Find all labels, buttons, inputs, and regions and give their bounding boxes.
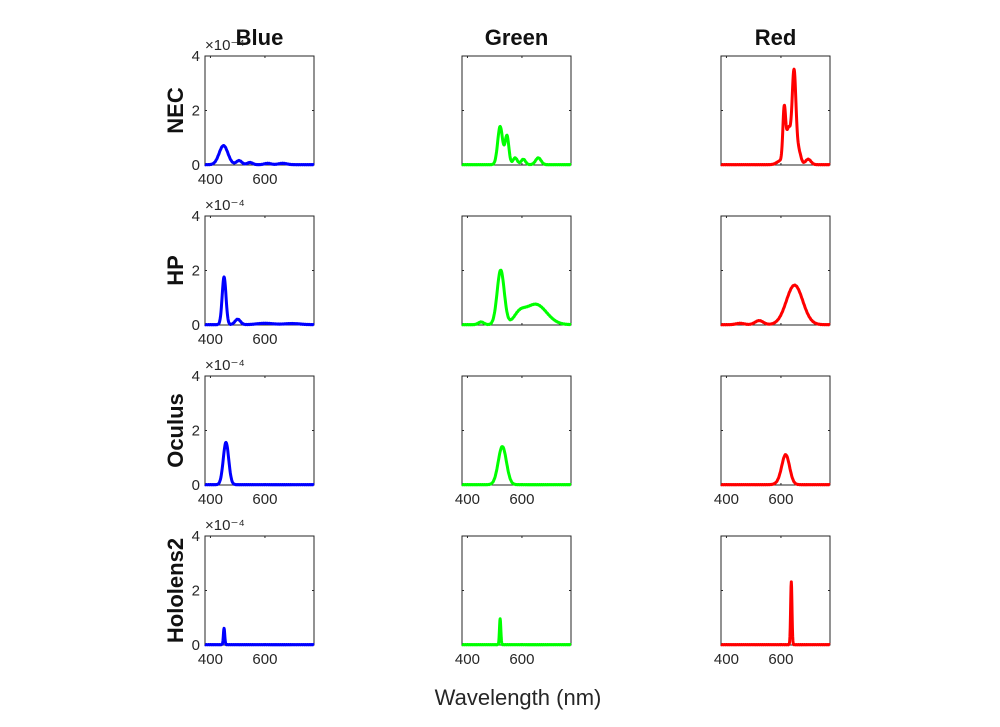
y-tick-label: 4 bbox=[192, 48, 200, 65]
x-axis-label: Wavelength (nm) bbox=[435, 685, 602, 710]
panel-hp-blue: 400 600 0 2 4 ×10⁻⁴ bbox=[192, 197, 316, 348]
spectrum-line-nec-green bbox=[460, 124, 573, 167]
spectrum-line-nec-blue bbox=[203, 143, 316, 167]
axes-box bbox=[461, 215, 572, 326]
spectrum-line-oculus-red bbox=[719, 453, 832, 487]
y-tick-label: 4 bbox=[192, 528, 200, 545]
y-tick-label: 2 bbox=[192, 103, 200, 120]
axes-box bbox=[204, 215, 315, 326]
axes-box bbox=[461, 535, 572, 646]
y-tick-label: 0 bbox=[192, 477, 200, 494]
axes-box bbox=[720, 375, 831, 486]
row-label-nec: NEC bbox=[163, 87, 188, 134]
y-tick-label: 0 bbox=[192, 317, 200, 334]
spectrum-line-hp-red bbox=[719, 283, 832, 327]
spectrum-line-oculus-blue bbox=[203, 440, 316, 487]
panel-nec-red bbox=[719, 55, 832, 167]
x-tick-label: 600 bbox=[768, 491, 793, 508]
y-exponent-label: ×10⁻⁴ bbox=[205, 517, 245, 534]
column-title-green: Green bbox=[485, 25, 549, 50]
y-exponent-label: ×10⁻⁴ bbox=[205, 37, 245, 54]
panel-oculus-red: 400 600 bbox=[714, 375, 832, 508]
y-tick-label: 4 bbox=[192, 368, 200, 385]
y-exponent-label: ×10⁻⁴ bbox=[205, 357, 245, 374]
panel-oculus-blue: 400 600 0 2 4 ×10⁻⁴ bbox=[192, 357, 316, 508]
x-tick-label: 400 bbox=[198, 491, 223, 508]
axes-box bbox=[720, 535, 831, 646]
x-tick-label: 400 bbox=[198, 171, 223, 188]
x-tick-label: 600 bbox=[252, 331, 277, 348]
panel-hololens2-red: 400 600 bbox=[714, 535, 832, 668]
panel-hp-red bbox=[719, 215, 832, 327]
spectrum-line-nec-red bbox=[719, 67, 832, 167]
row-label-hp: HP bbox=[163, 255, 188, 286]
panel-hololens2-green: 400 600 bbox=[455, 535, 573, 668]
y-exponent-label: ×10⁻⁴ bbox=[205, 197, 245, 214]
row-label-hololens2: Hololens2 bbox=[163, 538, 188, 643]
x-tick-label: 600 bbox=[252, 491, 277, 508]
spectrum-line-oculus-green bbox=[460, 445, 573, 487]
y-tick-label: 2 bbox=[192, 263, 200, 280]
spectrum-line-hololens2-red bbox=[719, 580, 832, 647]
x-tick-label: 400 bbox=[714, 491, 739, 508]
x-tick-label: 600 bbox=[252, 171, 277, 188]
y-tick-label: 2 bbox=[192, 423, 200, 440]
x-tick-label: 400 bbox=[455, 491, 480, 508]
panel-nec-blue: 400 600 0 2 4 ×10⁻⁴ bbox=[192, 37, 316, 188]
x-tick-label: 400 bbox=[714, 651, 739, 668]
axes-box bbox=[204, 535, 315, 646]
x-tick-label: 600 bbox=[509, 491, 534, 508]
x-tick-label: 400 bbox=[198, 651, 223, 668]
x-tick-label: 400 bbox=[198, 331, 223, 348]
axes-box bbox=[461, 375, 572, 486]
panel-oculus-green: 400 600 bbox=[455, 375, 573, 508]
y-tick-label: 0 bbox=[192, 157, 200, 174]
panel-hp-green bbox=[460, 215, 573, 327]
x-tick-label: 600 bbox=[252, 651, 277, 668]
x-tick-label: 600 bbox=[509, 651, 534, 668]
axes-box bbox=[461, 55, 572, 166]
spectrum-line-hp-blue bbox=[203, 275, 316, 327]
panel-hololens2-blue: 400 600 0 2 4 ×10⁻⁴ bbox=[192, 517, 316, 668]
y-tick-label: 4 bbox=[192, 208, 200, 225]
row-label-oculus: Oculus bbox=[163, 393, 188, 468]
x-tick-label: 400 bbox=[455, 651, 480, 668]
axes-box bbox=[720, 55, 831, 166]
spectrum-line-hp-green bbox=[460, 268, 573, 327]
column-title-blue: Blue bbox=[236, 25, 284, 50]
panel-nec-green bbox=[460, 55, 573, 167]
spectrum-line-hololens2-green bbox=[460, 617, 573, 647]
spectrum-line-hololens2-blue bbox=[203, 626, 316, 647]
axes-box bbox=[720, 215, 831, 326]
column-title-red: Red bbox=[755, 25, 797, 50]
y-tick-label: 0 bbox=[192, 637, 200, 654]
x-tick-label: 600 bbox=[768, 651, 793, 668]
y-tick-label: 2 bbox=[192, 583, 200, 600]
